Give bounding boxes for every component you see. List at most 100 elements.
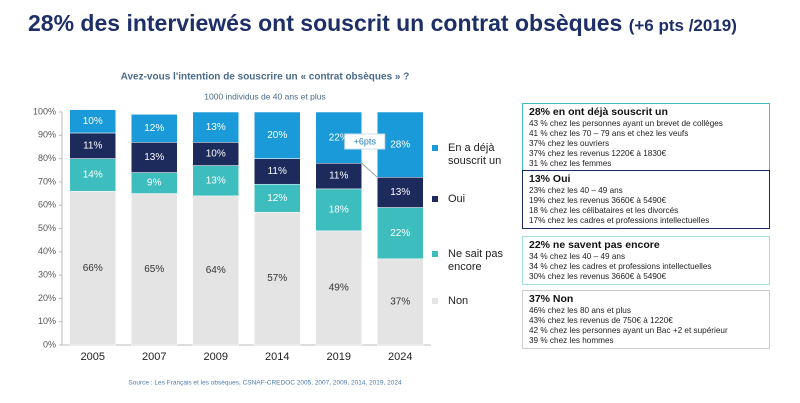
value-label: 9% bbox=[147, 178, 162, 189]
info-box: 37% Non 46% chez les 80 ans et plus 43% ch… bbox=[522, 290, 770, 349]
subtitle: Avez-vous l'intention de souscrire un « … bbox=[121, 72, 410, 83]
y-tick-label: 10% bbox=[38, 316, 56, 326]
y-tick-label: 20% bbox=[38, 293, 56, 303]
value-label: 66% bbox=[83, 263, 103, 274]
box-line: 34 % chez les cadres et professions inte… bbox=[529, 262, 712, 271]
y-tick-label: 90% bbox=[38, 130, 56, 140]
bar-segment bbox=[254, 111, 301, 159]
bar-segment bbox=[254, 158, 301, 185]
bar-segment bbox=[69, 190, 116, 346]
value-label: 37% bbox=[390, 297, 410, 308]
title-note: (+6 pts /2019) bbox=[628, 16, 737, 35]
info-box: 28% en ont déjà souscrit un 43 % chez les… bbox=[522, 103, 770, 172]
x-tick-label: 2009 bbox=[204, 351, 228, 363]
legend-item: En a déjà souscrit un bbox=[432, 142, 512, 168]
info-box: 13% Oui 23% chez les 40 – 49 ans 19% chez … bbox=[522, 170, 770, 229]
value-label: 57% bbox=[267, 273, 287, 284]
legend-label: Non bbox=[448, 295, 469, 307]
y-tick-label: 40% bbox=[38, 246, 56, 256]
value-label: 14% bbox=[83, 170, 103, 181]
value-label: 10% bbox=[206, 149, 226, 160]
value-label: 64% bbox=[206, 265, 226, 276]
value-label: 22% bbox=[390, 228, 410, 239]
legend-swatch bbox=[432, 145, 438, 151]
value-label: 10% bbox=[83, 116, 103, 127]
sample: 1000 individus de 40 ans et plus bbox=[204, 91, 325, 101]
value-label: 13% bbox=[144, 152, 164, 163]
value-label: 49% bbox=[329, 283, 349, 294]
x-tick-label: 2014 bbox=[265, 351, 289, 363]
box-line: 46% chez les 80 ans et plus bbox=[529, 306, 631, 315]
box-line: 17% chez les cadres et professions intel… bbox=[529, 216, 710, 225]
box-line: 18 % chez les célibataires et les divorc… bbox=[529, 206, 679, 215]
legend-swatch bbox=[432, 251, 438, 257]
box-line: 37% chez les revenus 1220€ à 1830€ bbox=[529, 149, 667, 158]
legend-swatch bbox=[432, 196, 438, 202]
box-line: 43% chez les revenus de 750€ à 1220€ bbox=[529, 316, 673, 325]
box-title: 22% ne savent pas encore bbox=[529, 239, 660, 251]
box-line: 42 % chez les personnes ayant un Bac +2 … bbox=[529, 326, 728, 335]
x-tick-label: 2019 bbox=[327, 351, 351, 363]
title: 28% des interviewés ont souscrit un cont… bbox=[28, 10, 737, 37]
bar-segment bbox=[131, 114, 178, 143]
bar-segment bbox=[192, 195, 239, 346]
value-label: 18% bbox=[329, 205, 349, 216]
box-line: 43 % chez les personnes ayant un brevet … bbox=[529, 119, 723, 128]
bar-segment bbox=[254, 211, 301, 346]
y-tick-label: 30% bbox=[38, 269, 56, 279]
value-label: 28% bbox=[390, 139, 410, 150]
y-tick-label: 60% bbox=[38, 200, 56, 210]
value-label: 22% bbox=[329, 132, 349, 143]
bar-segment bbox=[315, 188, 362, 232]
box-line: 34 % chez les 40 – 49 ans bbox=[529, 252, 626, 261]
legend-label: Oui bbox=[448, 193, 466, 205]
legend-label: En a déjà souscrit un bbox=[448, 142, 502, 167]
trend-line bbox=[361, 162, 378, 178]
box-line: 37% chez les ouvriers bbox=[529, 139, 610, 148]
bar-segment bbox=[377, 207, 424, 260]
value-label: 13% bbox=[206, 122, 226, 133]
box-line: 19% chez les revenus 3660€ à 5490€ bbox=[529, 196, 667, 205]
bar-segment bbox=[254, 183, 301, 213]
info-box: 22% ne savent pas encore 34 % chez les 40… bbox=[522, 236, 770, 285]
value-label: 11% bbox=[268, 166, 287, 177]
legend-swatch bbox=[432, 298, 438, 304]
legend-item: Ne sait pas encore bbox=[432, 248, 512, 274]
legend-item: Non bbox=[432, 295, 512, 308]
y-tick-label: 0% bbox=[43, 339, 56, 349]
bar-segment bbox=[69, 132, 116, 159]
y-tick-label: 80% bbox=[38, 153, 56, 163]
value-label: 13% bbox=[390, 187, 410, 198]
box-line: 41 % chez les 70 – 79 ans et chez les ve… bbox=[529, 129, 689, 138]
legend-label: Ne sait pas encore bbox=[448, 248, 504, 273]
bar-segment bbox=[192, 165, 239, 197]
value-label: 11% bbox=[83, 140, 102, 151]
box-line: 30% chez les revenus 3660€ à 5490€ bbox=[529, 272, 667, 281]
value-label: 65% bbox=[144, 264, 164, 275]
bar-segment bbox=[377, 258, 424, 346]
box-line: 39 % chez les hommes bbox=[529, 336, 614, 345]
y-tick-label: 70% bbox=[38, 176, 56, 186]
x-tick-label: 2007 bbox=[142, 351, 166, 363]
box-title: 28% en ont déjà souscrit un bbox=[529, 106, 668, 118]
bar-segment bbox=[315, 163, 362, 190]
bar-segment bbox=[315, 111, 362, 164]
source: Source : Les Français et les obsèques, C… bbox=[128, 380, 402, 387]
annotation-box bbox=[344, 133, 386, 150]
box-title: 37% Non bbox=[529, 293, 574, 305]
y-tick-label: 100% bbox=[33, 106, 56, 116]
y-tick-label: 50% bbox=[38, 223, 56, 233]
value-label: 12% bbox=[144, 123, 164, 134]
box-line: 23% chez les 40 – 49 ans bbox=[529, 186, 623, 195]
value-label: 11% bbox=[329, 171, 348, 182]
legend-item: Oui bbox=[432, 193, 512, 206]
title-text: 28% des interviewés ont souscrit un cont… bbox=[28, 10, 623, 36]
box-title: 13% Oui bbox=[529, 173, 571, 185]
bar-segment bbox=[192, 111, 239, 143]
x-tick-label: 2005 bbox=[81, 351, 105, 363]
annotation: +6pts bbox=[354, 136, 377, 146]
box-line: 31 % chez les femmes bbox=[529, 159, 612, 168]
value-label: 20% bbox=[267, 130, 287, 141]
